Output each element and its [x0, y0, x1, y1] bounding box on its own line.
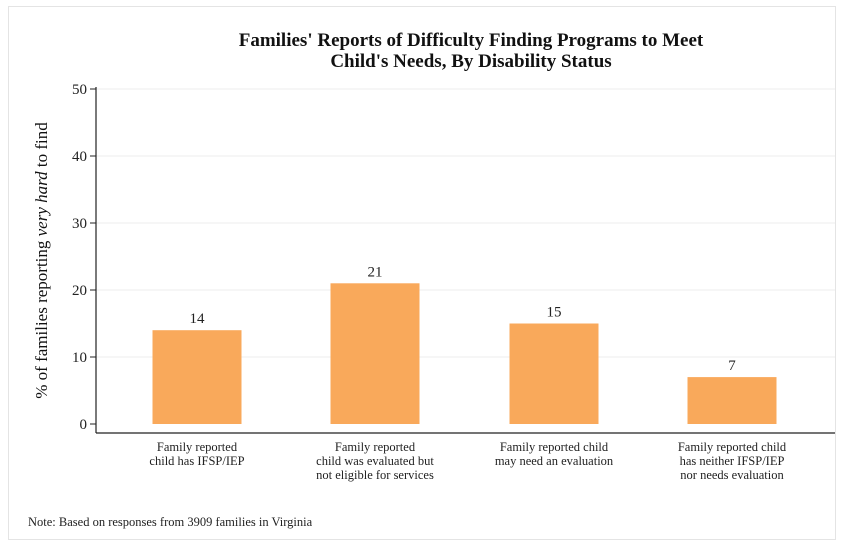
bar-value-label-1: 14 — [190, 311, 206, 327]
y-axis-label: % of families reporting very hard to fin… — [32, 122, 51, 399]
chart-note: Note: Based on responses from 3909 famil… — [28, 515, 313, 529]
x-category-label-2-line-1: Family reported — [335, 440, 416, 454]
bar-value-label-4: 7 — [728, 358, 736, 374]
bar-chart: Families' Reports of Difficulty Finding … — [28, 30, 835, 529]
chart-frame: Families' Reports of Difficulty Finding … — [8, 6, 836, 540]
x-category-label-2-line-2: child was evaluated but — [316, 454, 434, 468]
y-tick-label-20: 20 — [72, 283, 87, 299]
bar-3 — [509, 323, 599, 424]
chart-title-line-2: Child's Needs, By Disability Status — [330, 51, 611, 72]
bar-2 — [330, 283, 420, 424]
y-tick-label-40: 40 — [72, 149, 87, 165]
chart-title-line-1: Families' Reports of Difficulty Finding … — [239, 30, 704, 51]
x-category-label-4-line-3: nor needs evaluation — [680, 468, 784, 482]
x-category-label-4-line-1: Family reported child — [678, 440, 787, 454]
bar-4 — [687, 377, 777, 424]
x-category-label-3-line-2: may need an evaluation — [495, 454, 614, 468]
y-tick-label-10: 10 — [72, 350, 87, 366]
bar-1 — [152, 330, 242, 424]
y-tick-label-50: 50 — [72, 82, 87, 98]
x-category-label-1-line-1: Family reported — [157, 440, 238, 454]
x-category-label-2-line-3: not eligible for services — [316, 468, 434, 482]
x-category-label-4-line-2: has neither IFSP/IEP — [680, 454, 785, 468]
x-category-label-3-line-1: Family reported child — [500, 440, 609, 454]
y-tick-label-30: 30 — [72, 216, 87, 232]
y-tick-label-0: 0 — [80, 417, 88, 433]
bar-value-label-2: 21 — [368, 264, 383, 280]
bar-value-label-3: 15 — [547, 305, 562, 321]
x-category-label-1-line-2: child has IFSP/IEP — [149, 454, 244, 468]
